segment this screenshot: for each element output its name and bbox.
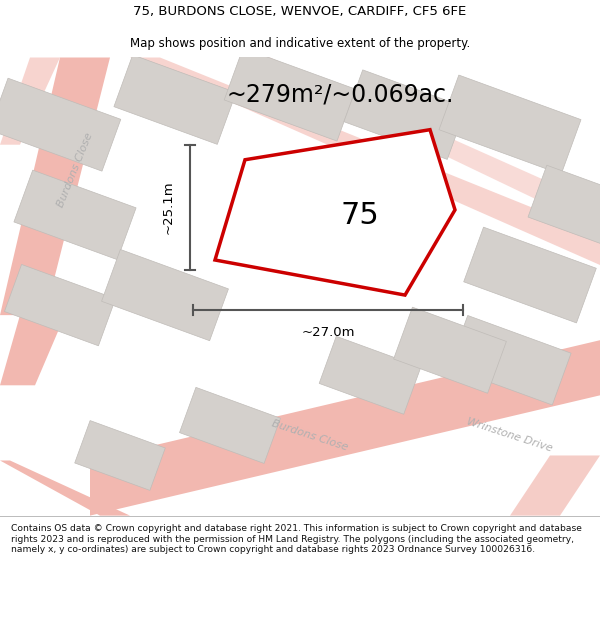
Polygon shape xyxy=(319,336,421,414)
Polygon shape xyxy=(394,307,506,393)
Text: Wrinstone Drive: Wrinstone Drive xyxy=(466,417,554,454)
Polygon shape xyxy=(0,58,60,145)
Text: Contains OS data © Crown copyright and database right 2021. This information is : Contains OS data © Crown copyright and d… xyxy=(11,524,581,554)
Polygon shape xyxy=(464,227,596,323)
Text: ~27.0m: ~27.0m xyxy=(301,326,355,339)
Polygon shape xyxy=(449,316,571,405)
Polygon shape xyxy=(0,78,121,171)
Polygon shape xyxy=(4,264,116,346)
Polygon shape xyxy=(130,58,600,265)
Polygon shape xyxy=(0,461,130,516)
Polygon shape xyxy=(75,421,165,491)
Polygon shape xyxy=(0,315,65,385)
Polygon shape xyxy=(439,75,581,174)
Text: 75, BURDONS CLOSE, WENVOE, CARDIFF, CF5 6FE: 75, BURDONS CLOSE, WENVOE, CARDIFF, CF5 … xyxy=(133,5,467,18)
Polygon shape xyxy=(240,58,600,230)
Polygon shape xyxy=(510,456,600,516)
Text: ~25.1m: ~25.1m xyxy=(161,181,175,234)
Polygon shape xyxy=(344,70,466,159)
Polygon shape xyxy=(14,170,136,259)
Text: ~279m²/~0.069ac.: ~279m²/~0.069ac. xyxy=(226,82,454,107)
Polygon shape xyxy=(179,388,280,464)
Polygon shape xyxy=(90,340,600,516)
Polygon shape xyxy=(224,48,356,141)
Polygon shape xyxy=(101,249,229,341)
Text: Map shows position and indicative extent of the property.: Map shows position and indicative extent… xyxy=(130,37,470,49)
Text: Burdons Close: Burdons Close xyxy=(271,418,349,452)
Polygon shape xyxy=(114,55,236,144)
Polygon shape xyxy=(528,165,600,244)
Polygon shape xyxy=(215,129,455,295)
Text: 75: 75 xyxy=(341,201,379,231)
Text: Burdons Close: Burdons Close xyxy=(55,131,95,209)
Polygon shape xyxy=(0,58,110,315)
